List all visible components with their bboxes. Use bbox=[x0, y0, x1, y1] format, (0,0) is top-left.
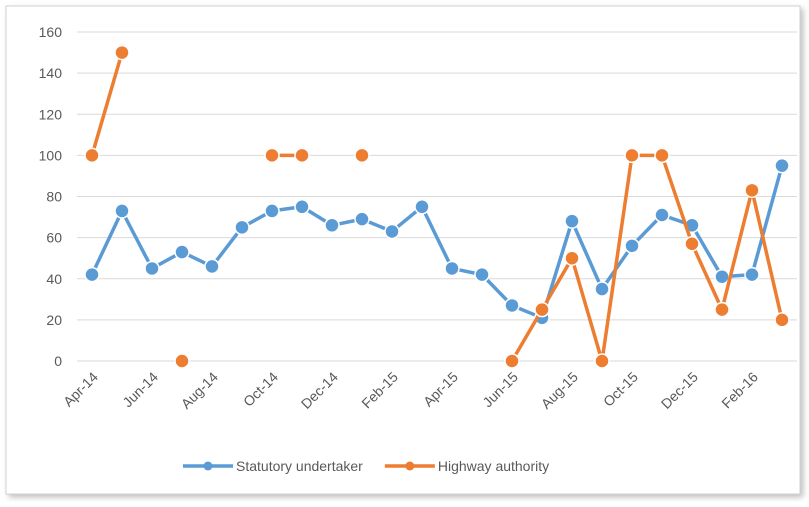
data-point bbox=[294, 147, 310, 164]
data-point bbox=[564, 213, 580, 229]
data-point bbox=[594, 281, 610, 297]
legend-label: Highway authority bbox=[438, 458, 549, 474]
data-point bbox=[684, 236, 700, 252]
legend-marker bbox=[405, 461, 415, 471]
data-point bbox=[204, 258, 220, 275]
data-point bbox=[624, 147, 640, 164]
data-point bbox=[504, 297, 520, 314]
data-point bbox=[294, 199, 310, 215]
y-tick-label: 80 bbox=[46, 189, 62, 205]
y-tick-label: 40 bbox=[46, 271, 62, 287]
data-point bbox=[774, 312, 790, 328]
data-point bbox=[714, 268, 730, 285]
chart-frame bbox=[5, 5, 801, 495]
data-point bbox=[744, 266, 760, 283]
data-point bbox=[504, 353, 520, 369]
data-point bbox=[594, 353, 610, 369]
data-point bbox=[564, 250, 580, 266]
y-tick-label: 60 bbox=[46, 230, 62, 246]
data-point bbox=[84, 266, 100, 283]
data-point bbox=[144, 260, 160, 277]
data-point bbox=[744, 182, 760, 199]
data-point bbox=[534, 301, 550, 318]
data-point bbox=[174, 244, 190, 260]
data-point bbox=[114, 203, 130, 219]
data-point bbox=[84, 147, 100, 164]
data-point bbox=[234, 219, 250, 236]
data-point bbox=[264, 147, 280, 164]
legend-label: Statutory undertaker bbox=[236, 458, 363, 474]
y-tick-label: 20 bbox=[46, 312, 62, 328]
data-point bbox=[654, 207, 670, 223]
data-point bbox=[774, 157, 790, 174]
data-point bbox=[354, 147, 370, 164]
y-tick-label: 120 bbox=[39, 106, 63, 122]
data-point bbox=[174, 353, 190, 369]
data-point bbox=[414, 199, 430, 215]
data-point bbox=[384, 223, 400, 240]
data-point bbox=[474, 266, 490, 283]
data-point bbox=[624, 238, 640, 254]
y-tick-label: 160 bbox=[39, 24, 63, 40]
y-tick-label: 140 bbox=[39, 65, 63, 81]
data-point bbox=[714, 301, 730, 318]
data-point bbox=[114, 44, 130, 61]
y-tick-label: 100 bbox=[39, 147, 63, 163]
data-point bbox=[264, 203, 280, 219]
data-point bbox=[324, 217, 340, 234]
y-tick-label: 0 bbox=[54, 353, 62, 369]
legend-marker bbox=[203, 461, 213, 471]
data-point bbox=[444, 260, 460, 277]
data-point bbox=[354, 211, 370, 227]
data-point bbox=[654, 147, 670, 164]
